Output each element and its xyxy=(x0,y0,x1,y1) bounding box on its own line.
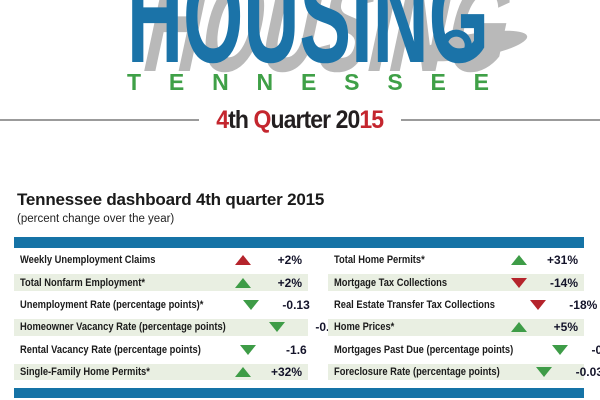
metric-value: -1.6 xyxy=(286,342,307,357)
table-column-right: Total Home Permits* +31% Mortgage Tax Co… xyxy=(328,249,600,384)
left-rule xyxy=(0,119,200,121)
metric-value: -18% xyxy=(569,297,598,312)
metric-label: Mortgages Past Due (percentage points) xyxy=(334,343,514,356)
table-row: Homeowner Vacancy Rate (percentage point… xyxy=(14,316,336,339)
trend-up-icon xyxy=(235,367,251,378)
quarter-part: 15 xyxy=(359,105,385,134)
metric-value: -0.13 xyxy=(282,297,310,312)
metric-value: -0.17 xyxy=(591,342,600,357)
swoosh-curl-icon xyxy=(440,29,472,61)
dashboard-subtitle: (percent change over the year) xyxy=(17,213,175,225)
table-bottom-rule xyxy=(14,388,584,398)
quarter-part: Q xyxy=(253,105,272,134)
table-row: Total Home Permits* +31% xyxy=(328,249,584,271)
quarter-part: 4 xyxy=(216,105,230,134)
quarter-part: th xyxy=(228,105,254,134)
table-row: Unemployment Rate (percentage points)* -… xyxy=(14,294,310,316)
metric-label: Foreclosure Rate (percentage points) xyxy=(334,366,500,379)
metric-label: Unemployment Rate (percentage points)* xyxy=(20,298,204,311)
table-column-left: Weekly Unemployment Claims +2% Total Non… xyxy=(14,249,336,384)
table-row: Single-Family Home Permits* +32% xyxy=(14,360,308,384)
trend-down-icon xyxy=(269,322,286,333)
table-row: Rental Vacancy Rate (percentage points) … xyxy=(14,339,308,361)
trend-down-icon xyxy=(530,299,547,310)
metric-label: Home Prices* xyxy=(334,321,395,334)
table-row: Real Estate Transfer Tax Collections -18… xyxy=(328,294,597,316)
metric-value: -0.03 xyxy=(575,365,600,380)
quarter-banner: 4th Quarter 2015 xyxy=(0,104,600,136)
trend-down-icon xyxy=(511,277,527,288)
logo-region: TENNESSEE xyxy=(127,69,489,95)
table-row: Mortgage Tax Collections -14% xyxy=(328,271,584,294)
trend-up-icon xyxy=(511,255,527,266)
housing-tennessee-logo: HOUSING HOUSING TENNESSEE xyxy=(127,0,528,100)
table-row: Foreclosure Rate (percentage points) -0.… xyxy=(328,360,600,384)
table-row: Mortgages Past Due (percentage points) -… xyxy=(328,339,600,361)
table-row: Weekly Unemployment Claims +2% xyxy=(14,249,308,271)
metric-label: Weekly Unemployment Claims xyxy=(20,254,156,267)
trend-down-icon xyxy=(536,367,552,378)
table-row: Total Nonfarm Employment* +2% xyxy=(14,271,308,294)
metrics-table: Weekly Unemployment Claims +2% Total Non… xyxy=(14,249,600,384)
quarter-label: 4th Quarter 2015 xyxy=(207,106,392,135)
trend-down-icon xyxy=(551,344,568,355)
trend-up-icon xyxy=(235,277,251,288)
metric-label: Real Estate Transfer Tax Collections xyxy=(334,298,495,311)
trend-down-icon xyxy=(239,344,256,355)
metric-label: Single-Family Home Permits* xyxy=(20,366,150,379)
right-rule xyxy=(400,119,600,121)
metric-label: Total Nonfarm Employment* xyxy=(20,276,146,289)
table-top-rule xyxy=(14,237,584,248)
table-row: Home Prices* +5% xyxy=(328,316,584,339)
logo-title: HOUSING xyxy=(127,0,489,90)
metric-value: +32% xyxy=(270,365,302,380)
trend-down-icon xyxy=(242,299,259,310)
metric-value: +5% xyxy=(553,320,578,335)
metric-label: Homeowner Vacancy Rate (percentage point… xyxy=(20,321,226,334)
metric-label: Rental Vacancy Rate (percentage points) xyxy=(20,343,201,356)
metric-label: Mortgage Tax Collections xyxy=(334,276,448,289)
metric-value: -14% xyxy=(549,275,578,290)
trend-up-icon xyxy=(511,322,527,333)
dashboard-title: Tennessee dashboard 4th quarter 2015 xyxy=(17,190,325,209)
metric-value: +2% xyxy=(277,275,302,290)
metric-label: Total Home Permits* xyxy=(334,254,425,267)
quarter-part: uarter 20 xyxy=(270,105,361,134)
metric-value: +2% xyxy=(277,253,302,268)
metric-value: +31% xyxy=(546,253,578,268)
trend-up-icon xyxy=(235,255,251,266)
